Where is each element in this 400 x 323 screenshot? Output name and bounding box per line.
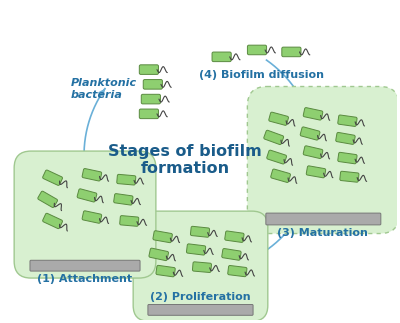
- FancyBboxPatch shape: [148, 305, 253, 315]
- FancyBboxPatch shape: [264, 130, 284, 145]
- FancyBboxPatch shape: [306, 166, 326, 178]
- FancyBboxPatch shape: [82, 169, 102, 181]
- FancyBboxPatch shape: [269, 112, 288, 125]
- FancyBboxPatch shape: [30, 260, 140, 271]
- FancyBboxPatch shape: [133, 211, 268, 321]
- FancyBboxPatch shape: [266, 213, 381, 225]
- FancyBboxPatch shape: [340, 171, 359, 182]
- FancyBboxPatch shape: [43, 213, 62, 229]
- FancyBboxPatch shape: [300, 127, 320, 140]
- FancyBboxPatch shape: [282, 47, 301, 57]
- FancyBboxPatch shape: [149, 248, 168, 261]
- FancyBboxPatch shape: [153, 231, 172, 243]
- FancyBboxPatch shape: [248, 45, 266, 55]
- Text: (2) Proliferation: (2) Proliferation: [150, 292, 250, 302]
- Text: (4) Biofilm diffusion: (4) Biofilm diffusion: [200, 70, 324, 79]
- FancyBboxPatch shape: [186, 244, 206, 255]
- FancyBboxPatch shape: [338, 115, 357, 126]
- FancyBboxPatch shape: [156, 266, 175, 277]
- FancyBboxPatch shape: [77, 189, 97, 202]
- FancyBboxPatch shape: [38, 191, 58, 208]
- Text: (3) Maturation: (3) Maturation: [278, 228, 368, 238]
- FancyBboxPatch shape: [212, 52, 231, 62]
- FancyBboxPatch shape: [228, 266, 247, 277]
- FancyBboxPatch shape: [222, 248, 241, 260]
- FancyBboxPatch shape: [141, 94, 160, 104]
- FancyBboxPatch shape: [192, 262, 212, 273]
- Text: Planktonic
bacteria: Planktonic bacteria: [70, 78, 136, 100]
- Text: (1) Attachment: (1) Attachment: [38, 274, 132, 284]
- FancyBboxPatch shape: [225, 231, 244, 242]
- Text: Stages of biofilm
formation: Stages of biofilm formation: [108, 144, 262, 176]
- FancyBboxPatch shape: [139, 109, 158, 119]
- FancyBboxPatch shape: [139, 65, 158, 74]
- FancyBboxPatch shape: [14, 151, 156, 278]
- FancyBboxPatch shape: [82, 211, 102, 223]
- FancyBboxPatch shape: [303, 146, 323, 159]
- FancyBboxPatch shape: [247, 87, 399, 234]
- FancyBboxPatch shape: [267, 150, 286, 164]
- FancyBboxPatch shape: [120, 216, 139, 226]
- FancyBboxPatch shape: [114, 193, 133, 205]
- FancyBboxPatch shape: [271, 169, 290, 182]
- FancyBboxPatch shape: [336, 132, 355, 144]
- FancyBboxPatch shape: [43, 170, 62, 185]
- FancyBboxPatch shape: [303, 108, 323, 120]
- FancyBboxPatch shape: [117, 174, 136, 185]
- FancyBboxPatch shape: [190, 226, 210, 237]
- FancyBboxPatch shape: [338, 152, 357, 164]
- FancyBboxPatch shape: [143, 79, 162, 89]
